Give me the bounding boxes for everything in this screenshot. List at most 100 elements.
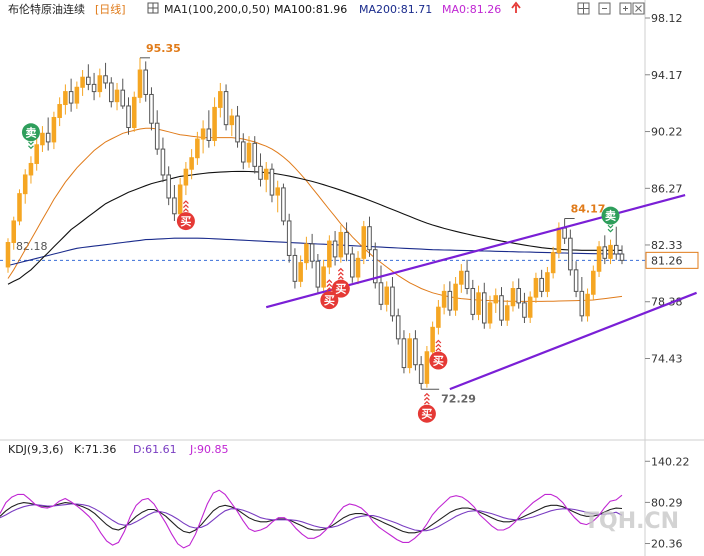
candle-body xyxy=(269,168,275,196)
instrument-title: 布伦特原油连续 xyxy=(8,2,85,16)
price-tick-label: 74.43 xyxy=(651,353,683,366)
kdj-title: KDJ(9,3,6) xyxy=(8,443,64,456)
candle-body xyxy=(114,89,120,103)
buy-arrow-icon xyxy=(182,200,189,205)
candle-body xyxy=(177,184,183,215)
expand-icon[interactable] xyxy=(619,2,632,15)
candle-body xyxy=(91,83,97,93)
high-price-label: 84.17 xyxy=(571,203,606,216)
grid-icon[interactable] xyxy=(147,2,159,14)
candle-body xyxy=(309,243,315,262)
candle-body xyxy=(550,252,556,274)
candle-body xyxy=(516,288,521,304)
price-annotations: 95.35 72.29 84.17 xyxy=(139,42,606,405)
collapse-icon[interactable] xyxy=(598,2,611,15)
candle-body xyxy=(160,148,166,176)
watermark: TQH.CN xyxy=(584,509,679,534)
sell-arrow-icon xyxy=(28,145,34,150)
price-tick-label: 86.27 xyxy=(651,182,683,195)
buy-signal[interactable]: 买 xyxy=(331,267,350,298)
candle-body xyxy=(372,249,378,284)
candle-body xyxy=(281,187,286,222)
sell-signal[interactable]: 卖 xyxy=(21,123,40,150)
ma200-line xyxy=(7,237,622,267)
candle-body xyxy=(166,174,171,199)
candle-body xyxy=(45,132,51,143)
close-icon[interactable] xyxy=(632,2,645,15)
candle-body xyxy=(263,168,269,180)
candle-body xyxy=(304,243,309,264)
signal-badge xyxy=(601,206,620,225)
candle-body xyxy=(447,290,453,311)
candle-body xyxy=(464,270,470,290)
up-arrow-icon[interactable] xyxy=(511,1,521,13)
candlestick-series[interactable] xyxy=(5,57,625,390)
candle-body xyxy=(591,270,596,295)
candle-body xyxy=(17,193,22,222)
kdj-k-readout: K:71.36 xyxy=(74,443,116,456)
kdj-tick-label: 20.36 xyxy=(651,538,683,551)
sell-arrow-icon xyxy=(28,141,34,146)
candle-body xyxy=(126,105,131,129)
period-label[interactable]: [日线] xyxy=(95,2,126,16)
signal-label: 买 xyxy=(433,355,444,368)
candle-body xyxy=(258,165,263,180)
candle-body xyxy=(57,104,62,118)
buy-signal[interactable]: 买 xyxy=(176,200,195,231)
candle-body xyxy=(522,302,527,318)
kdj-series xyxy=(0,489,623,549)
buy-signal[interactable]: 买 xyxy=(429,339,448,370)
candle-body xyxy=(68,91,74,104)
candle-body xyxy=(482,292,487,324)
buy-arrow-icon xyxy=(435,347,442,352)
candle-body xyxy=(579,290,585,317)
candle-body xyxy=(40,132,45,146)
candle-body xyxy=(562,227,567,239)
ma-fast-line xyxy=(7,127,623,302)
kdj-header: KDJ(9,3,6) K:71.36 D:61.61 J:90.85 xyxy=(8,443,228,456)
candle-body xyxy=(200,128,206,140)
candle-body xyxy=(149,93,154,124)
candle-body xyxy=(154,122,160,150)
kdj-d-line xyxy=(0,503,623,532)
signal-label: 买 xyxy=(421,408,432,421)
buy-arrow-icon xyxy=(423,392,430,397)
buy-signal[interactable]: 买 xyxy=(320,279,339,310)
buy-arrow-icon xyxy=(423,400,430,405)
high-price-label: 95.35 xyxy=(146,42,181,55)
buy-signal[interactable]: 买 xyxy=(417,392,436,423)
candle-body xyxy=(315,260,321,288)
candle-body xyxy=(327,240,332,268)
signal-badge xyxy=(320,291,339,310)
signal-label: 买 xyxy=(324,294,335,307)
candle-body xyxy=(390,286,395,317)
price-tick-label: 94.17 xyxy=(651,69,683,82)
candle-body xyxy=(361,226,367,259)
kdj-k-line xyxy=(0,502,623,534)
candle-body xyxy=(441,290,447,308)
candle-body xyxy=(97,75,103,93)
candle-body xyxy=(608,244,613,259)
ma100-readout: MA100:81.96 xyxy=(274,3,347,16)
candle-body xyxy=(246,142,252,163)
candle-body xyxy=(459,270,464,285)
candle-body xyxy=(568,237,573,271)
candle-body xyxy=(183,168,189,186)
candle-body xyxy=(103,75,108,84)
candle-body xyxy=(476,292,481,315)
sell-signal[interactable]: 卖 xyxy=(601,206,620,233)
chart-header: 布伦特原油连续 [日线] MA1(100,200,0,50) MA100:81.… xyxy=(8,1,645,16)
price-tick-label: 78.38 xyxy=(651,296,683,309)
candle-body xyxy=(487,302,493,324)
last-price-label: 81.26 xyxy=(651,254,683,267)
kdj-tick-label: 80.29 xyxy=(651,496,683,509)
buy-arrow-icon xyxy=(182,204,189,209)
candle-body xyxy=(510,288,516,307)
price-tick-label: 90.22 xyxy=(651,126,683,139)
candle-body xyxy=(395,315,401,340)
candle-body xyxy=(292,254,298,282)
candle-body xyxy=(275,187,280,196)
window-grid-icon[interactable] xyxy=(577,2,590,15)
